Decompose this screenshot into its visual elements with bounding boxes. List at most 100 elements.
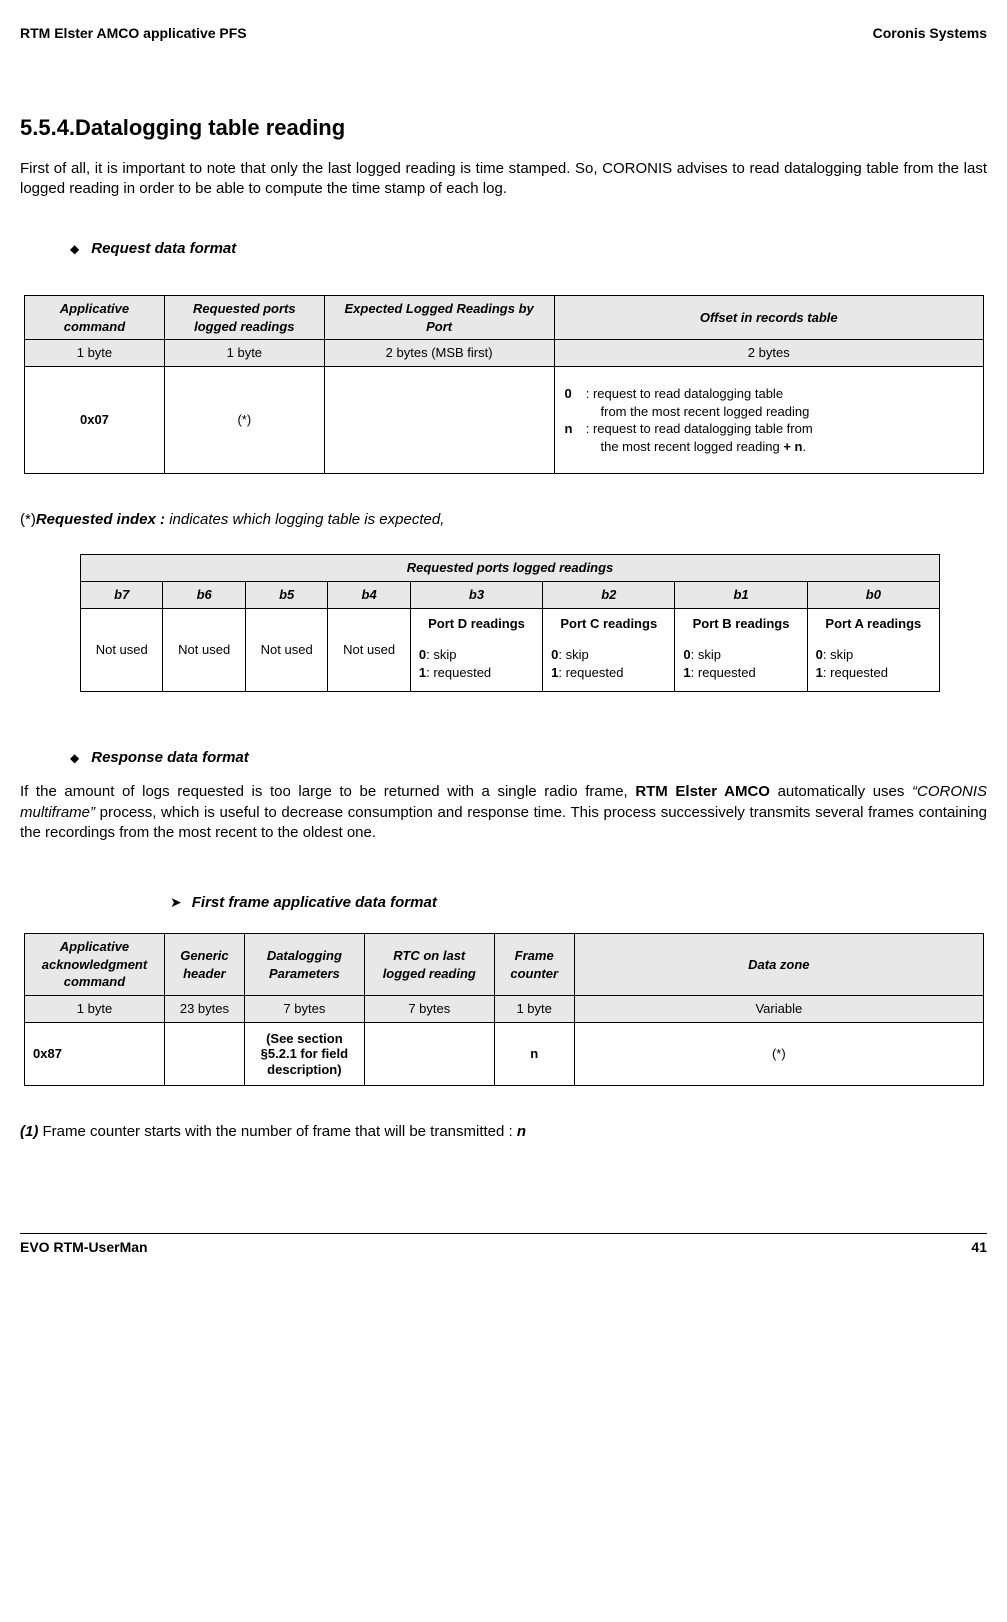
- footer-right: 41: [971, 1238, 987, 1257]
- col-header: Data zone: [574, 934, 983, 996]
- bullet-request: ◆ Request data format: [70, 239, 987, 259]
- col-header: Generic header: [164, 934, 244, 996]
- req-text: : requested: [823, 665, 888, 680]
- col-header: Applicative command: [25, 296, 165, 340]
- cell: Variable: [574, 996, 983, 1023]
- note-text: indicates which logging table is expecte…: [169, 511, 444, 528]
- col-header: Expected Logged Readings by Port: [324, 296, 554, 340]
- cell: [324, 366, 554, 473]
- cell: (*): [574, 1022, 983, 1086]
- bullet-firstframe: ➤ First frame applicative data format: [170, 893, 987, 913]
- req-text: : requested: [691, 665, 756, 680]
- text: automatically uses: [770, 783, 912, 800]
- cell: [164, 1022, 244, 1086]
- cell: 23 bytes: [164, 996, 244, 1023]
- diamond-icon: ◆: [70, 241, 79, 257]
- req-key: 1: [816, 665, 823, 680]
- col-header: Offset in records table: [554, 296, 984, 340]
- offset-text: from the most recent logged reading: [565, 403, 974, 421]
- footnote: (1) Frame counter starts with the number…: [20, 1122, 987, 1142]
- port-name: Port D readings: [419, 615, 534, 633]
- table-row: b7 b6 b5 b4 b3 b2 b1 b0: [81, 581, 940, 608]
- header-left: RTM Elster AMCO applicative PFS: [20, 24, 247, 43]
- ports-title: Requested ports logged readings: [81, 555, 940, 582]
- port-cell: Port B readings 0: skip 1: requested: [675, 608, 807, 692]
- port-name: Port B readings: [683, 615, 798, 633]
- bit-header: b2: [543, 581, 675, 608]
- requested-index-note: (*)Requested index : indicates which log…: [20, 510, 987, 530]
- col-header: Datalogging Parameters: [244, 934, 364, 996]
- cell: Not used: [245, 608, 327, 692]
- cell: 0x87: [25, 1022, 165, 1086]
- table-row: Applicative acknowledgment command Gener…: [25, 934, 984, 996]
- page-header: RTM Elster AMCO applicative PFS Coronis …: [20, 24, 987, 43]
- section-number: 5.5.4.: [20, 115, 75, 140]
- text: process, which is useful to decrease con…: [20, 804, 987, 841]
- port-cell: Port C readings 0: skip 1: requested: [543, 608, 675, 692]
- col-header: Frame counter: [494, 934, 574, 996]
- cell: n: [494, 1022, 574, 1086]
- bullet-request-label: Request data format: [91, 239, 236, 259]
- bit-header: b1: [675, 581, 807, 608]
- cell: Not used: [81, 608, 163, 692]
- offset-text: : request to read datalogging table: [586, 386, 783, 401]
- bullet-response-label: Response data format: [91, 748, 249, 768]
- col-header: Requested ports logged readings: [164, 296, 324, 340]
- cell: (See section §5.2.1 for field descriptio…: [244, 1022, 364, 1086]
- table-row: 0x87 (See section §5.2.1 for field descr…: [25, 1022, 984, 1086]
- cell: 7 bytes: [364, 996, 494, 1023]
- col-header: Applicative acknowledgment command: [25, 934, 165, 996]
- text: If the amount of logs requested is too l…: [20, 783, 635, 800]
- footnote-var: n: [517, 1123, 526, 1140]
- skip-text: : skip: [558, 647, 588, 662]
- cell: (*): [164, 366, 324, 473]
- table-row: Applicative command Requested ports logg…: [25, 296, 984, 340]
- bit-header: b7: [81, 581, 163, 608]
- intro-paragraph: First of all, it is important to note th…: [20, 159, 987, 200]
- cell: 2 bytes: [554, 340, 984, 367]
- table-row: Not used Not used Not used Not used Port…: [81, 608, 940, 692]
- cell: 1 byte: [25, 340, 165, 367]
- offset-key: 0: [565, 385, 579, 403]
- table-row: 1 byte 1 byte 2 bytes (MSB first) 2 byte…: [25, 340, 984, 367]
- req-text: : requested: [558, 665, 623, 680]
- skip-text: : skip: [426, 647, 456, 662]
- table-row: 0x07 (*) 0 : request to read datalogging…: [25, 366, 984, 473]
- cell: Not used: [328, 608, 410, 692]
- section-title-text: Datalogging table reading: [75, 115, 345, 140]
- table-row: 1 byte 23 bytes 7 bytes 7 bytes 1 byte V…: [25, 996, 984, 1023]
- cell: 1 byte: [494, 996, 574, 1023]
- skip-key: 0: [816, 647, 823, 662]
- bullet-firstframe-label: First frame applicative data format: [192, 893, 437, 913]
- cell: 0x07: [25, 366, 165, 473]
- response-paragraph: If the amount of logs requested is too l…: [20, 782, 987, 843]
- offset-key: n: [565, 420, 579, 438]
- ports-table: Requested ports logged readings b7 b6 b5…: [80, 554, 940, 692]
- cell: 2 bytes (MSB first): [324, 340, 554, 367]
- diamond-icon: ◆: [70, 750, 79, 766]
- offset-text: : request to read datalogging table from: [586, 421, 813, 436]
- cell: [364, 1022, 494, 1086]
- cell: 1 byte: [164, 340, 324, 367]
- cell: 1 byte: [25, 996, 165, 1023]
- firstframe-table: Applicative acknowledgment command Gener…: [24, 933, 984, 1086]
- offset-text-part: .: [803, 439, 807, 454]
- req-key: 1: [683, 665, 690, 680]
- bullet-response: ◆ Response data format: [70, 748, 987, 768]
- offset-text-part: the most recent logged reading: [601, 439, 784, 454]
- arrow-icon: ➤: [170, 893, 182, 912]
- bit-header: b5: [245, 581, 327, 608]
- port-name: Port C readings: [551, 615, 666, 633]
- header-right: Coronis Systems: [873, 24, 987, 43]
- offset-cell: 0 : request to read datalogging table fr…: [554, 366, 984, 473]
- note-label: Requested index :: [36, 511, 169, 528]
- port-name: Port A readings: [816, 615, 931, 633]
- footnote-text: Frame counter starts with the number of …: [38, 1123, 517, 1140]
- table-row: Requested ports logged readings: [81, 555, 940, 582]
- bit-header: b6: [163, 581, 245, 608]
- footnote-num: (1): [20, 1123, 38, 1140]
- offset-text: the most recent logged reading + n.: [565, 438, 974, 456]
- skip-key: 0: [683, 647, 690, 662]
- page-footer: EVO RTM-UserMan 41: [20, 1234, 987, 1257]
- bit-header: b0: [807, 581, 939, 608]
